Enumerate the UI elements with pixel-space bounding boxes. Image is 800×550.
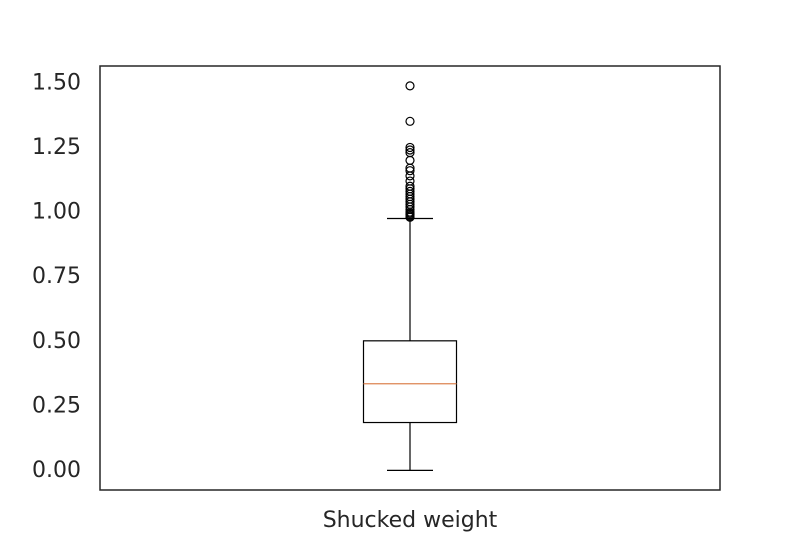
- x-axis-ticks: Shucked weight: [323, 508, 498, 533]
- flier-point: [405, 181, 415, 191]
- flier-point: [405, 116, 415, 126]
- plot-frame: [99, 65, 721, 491]
- y-tick-label: 0.50: [32, 329, 81, 354]
- box: [362, 340, 458, 424]
- y-tick-label: 1.25: [32, 135, 81, 160]
- flier-point: [405, 186, 415, 196]
- plot-marks: [362, 81, 458, 471]
- y-tick-label: 1.50: [32, 70, 81, 95]
- flier-point: [405, 166, 415, 176]
- y-axis-ticks: 0.00 0.25 0.50 0.75 1.00 1.25 1.50: [32, 70, 81, 483]
- flier-point: [405, 81, 415, 91]
- y-tick-label: 0.25: [32, 393, 81, 418]
- y-tick-label: 0.00: [32, 458, 81, 483]
- flier-point: [405, 176, 415, 186]
- flier-point: [405, 142, 415, 153]
- x-tick-label: Shucked weight: [323, 508, 498, 533]
- y-tick-label: 1.00: [32, 200, 81, 225]
- flier-point: [405, 145, 415, 155]
- y-tick-label: 0.75: [32, 264, 81, 289]
- flier-point: [405, 155, 415, 165]
- flier-point: [405, 148, 415, 158]
